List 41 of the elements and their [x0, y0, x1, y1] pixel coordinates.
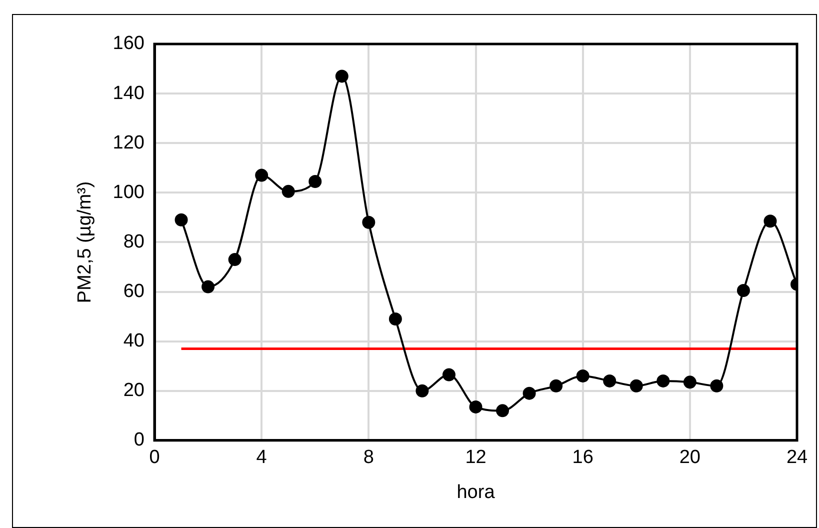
x-tick-label: 0 — [149, 447, 160, 468]
y-tick-label: 100 — [112, 182, 144, 203]
y-tick-label: 20 — [123, 380, 144, 402]
point — [362, 216, 376, 229]
point — [656, 374, 670, 388]
y-tick-label: 40 — [123, 330, 144, 352]
point — [416, 384, 429, 398]
point — [496, 404, 510, 418]
point — [469, 400, 482, 414]
point — [308, 175, 322, 188]
y-tick-label: 80 — [123, 231, 144, 252]
point — [522, 386, 536, 400]
point — [228, 253, 242, 266]
y-tick-label: 160 — [112, 33, 144, 54]
point — [282, 184, 295, 198]
point — [710, 379, 724, 392]
point — [202, 280, 215, 294]
y-tick-label: 0 — [134, 430, 144, 451]
point — [255, 168, 268, 182]
point — [603, 374, 616, 388]
point — [388, 312, 402, 326]
point — [683, 376, 696, 389]
y-tick-label: 140 — [112, 82, 144, 104]
point — [576, 369, 590, 382]
point — [736, 284, 750, 298]
y-axis-title: PM2,5 (µg/m³) — [74, 181, 96, 304]
x-tick-label: 4 — [256, 447, 268, 468]
x-tick-label: 16 — [572, 447, 594, 468]
point — [442, 368, 456, 382]
point — [630, 379, 643, 392]
y-tick-label: 60 — [123, 280, 144, 302]
y-tick-label: 120 — [112, 132, 144, 154]
point — [174, 213, 188, 226]
x-axis-title: hora — [456, 482, 496, 503]
x-tick-label: 8 — [363, 447, 374, 468]
x-tick-label: 12 — [465, 447, 486, 468]
x-tick-label: 20 — [679, 447, 700, 468]
x-tick-label: 24 — [786, 447, 808, 468]
point — [335, 70, 348, 83]
point — [550, 379, 563, 392]
point — [764, 214, 777, 228]
